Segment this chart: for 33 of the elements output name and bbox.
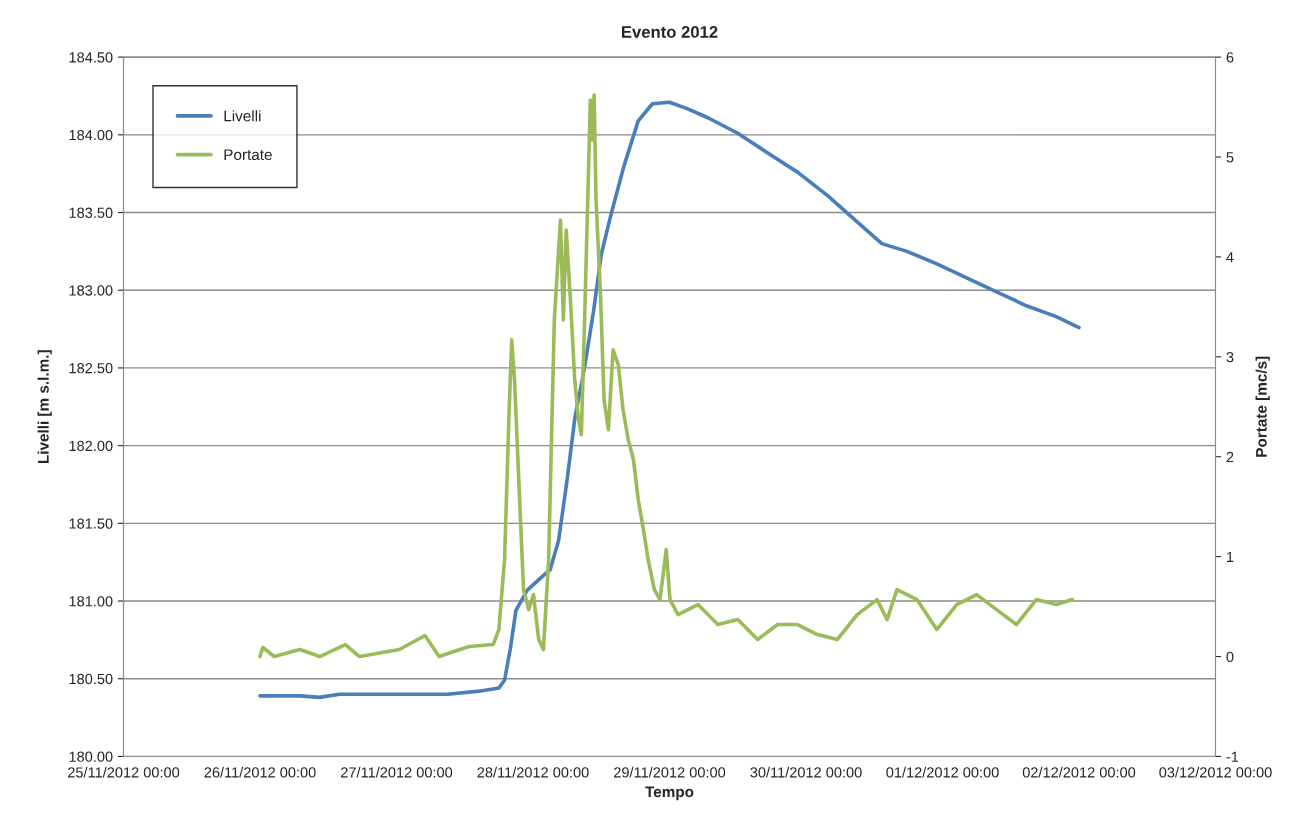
x-tick-label: 29/11/2012 00:00	[614, 766, 726, 778]
y2-tick-label: -1	[1226, 751, 1239, 762]
x-tick-label: 03/12/2012 00:00	[1159, 766, 1272, 778]
x-tick-label: 01/12/2012 00:00	[886, 766, 999, 778]
x-axis-title: Tempo	[645, 786, 694, 801]
y-tick-label: 181.50	[69, 518, 113, 529]
x-tick-label: 26/11/2012 00:00	[204, 766, 316, 778]
y2-tick-label: 6	[1226, 52, 1234, 63]
y-tick-label: 184.50	[69, 52, 113, 63]
y2-tick-label: 5	[1226, 152, 1234, 163]
x-tick-label: 25/11/2012 00:00	[68, 766, 180, 778]
x-tick-label: 30/11/2012 00:00	[750, 766, 862, 778]
y2-tick-label: 1	[1227, 551, 1234, 562]
y-tick-label: 180.00	[69, 751, 113, 762]
y2-axis-title: Portate [mc/s]	[1255, 356, 1270, 457]
y-tick-label: 184.00	[69, 129, 113, 141]
y-tick-label: 183.50	[69, 207, 113, 218]
chart-title: Evento 2012	[621, 26, 718, 38]
y-axis-title: Livelli [m s.l.m.]	[37, 350, 52, 464]
y-tick-label: 182.00	[69, 440, 113, 452]
x-tick-label: 28/11/2012 00:00	[477, 766, 589, 778]
y-tick-label: 180.50	[69, 673, 113, 685]
legend-label: Livelli	[224, 110, 261, 122]
y-tick-label: 182.50	[69, 363, 113, 374]
y-tick-label: 181.00	[69, 596, 113, 607]
legend-label: Portate	[224, 149, 272, 161]
y2-tick-label: 3	[1226, 351, 1234, 363]
y2-tick-label: 4	[1226, 252, 1234, 263]
y-tick-label: 183.00	[69, 285, 113, 296]
y2-tick-label: 2	[1226, 451, 1234, 463]
x-tick-label: 02/12/2012 00:00	[1022, 766, 1136, 778]
y2-tick-label: 0	[1226, 651, 1234, 662]
x-tick-label: 27/11/2012 00:00	[341, 766, 453, 778]
